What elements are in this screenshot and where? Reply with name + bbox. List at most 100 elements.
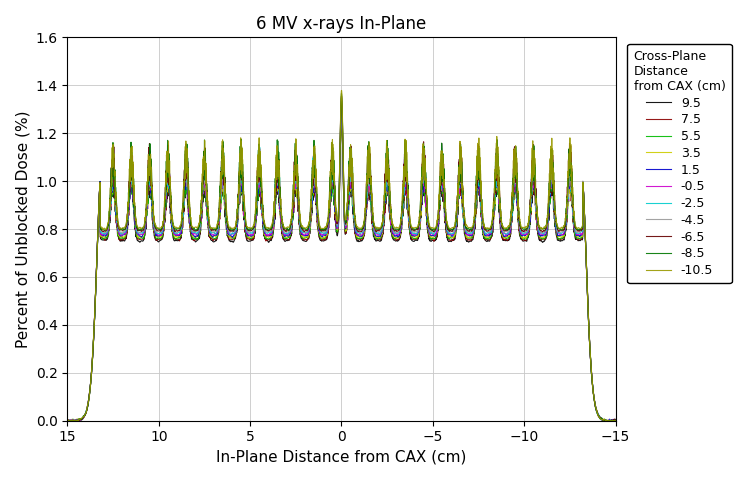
-4.5 — [601, 418, 610, 424]
-6.5 — [297, 224, 306, 230]
-8.5 — [601, 417, 610, 423]
-4.5 — [273, 145, 282, 151]
-2.5 — [611, 418, 620, 424]
5.5 — [297, 233, 306, 239]
-0.5 — [63, 418, 72, 424]
-10.5 — [542, 224, 551, 229]
3.5 — [542, 232, 551, 238]
7.5 — [542, 234, 551, 240]
3.5 — [297, 232, 306, 238]
Line: -2.5: -2.5 — [67, 101, 616, 421]
-6.5 — [542, 226, 551, 231]
5.5 — [125, 186, 134, 192]
-0.5 — [542, 229, 551, 235]
1.5 — [273, 153, 282, 158]
5.5 — [273, 185, 282, 191]
5.5 — [63, 418, 72, 424]
-10.5 — [337, 87, 346, 93]
7.5 — [611, 418, 620, 424]
9.5 — [63, 418, 72, 423]
Y-axis label: Percent of Unblocked Dose (%): Percent of Unblocked Dose (%) — [15, 110, 30, 348]
Line: -0.5: -0.5 — [67, 103, 616, 421]
-4.5 — [158, 226, 167, 231]
Line: 9.5: 9.5 — [67, 116, 616, 421]
3.5 — [601, 418, 610, 423]
-10.5 — [125, 165, 134, 170]
-10.5 — [158, 223, 167, 228]
Line: -6.5: -6.5 — [67, 96, 616, 421]
1.5 — [125, 193, 134, 199]
7.5 — [158, 232, 167, 238]
-0.5 — [273, 153, 282, 159]
-6.5 — [158, 224, 167, 229]
9.5 — [297, 235, 306, 241]
9.5 — [601, 418, 610, 424]
-10.5 — [601, 418, 610, 423]
-6.5 — [601, 418, 610, 424]
-2.5 — [601, 417, 610, 423]
-6.5 — [63, 418, 72, 423]
9.5 — [273, 161, 282, 167]
-2.5 — [273, 156, 282, 162]
-2.5 — [158, 227, 167, 233]
-0.5 — [611, 418, 620, 424]
-6.5 — [64, 418, 73, 424]
5.5 — [601, 418, 610, 423]
Line: 5.5: 5.5 — [67, 111, 616, 421]
-10.5 — [611, 418, 620, 424]
Title: 6 MV x-rays In-Plane: 6 MV x-rays In-Plane — [256, 15, 427, 33]
9.5 — [542, 235, 551, 241]
-8.5 — [611, 417, 620, 423]
-2.5 — [297, 228, 306, 233]
-2.5 — [542, 228, 551, 233]
-10.5 — [273, 172, 282, 178]
7.5 — [601, 418, 610, 423]
-6.5 — [273, 158, 282, 164]
5.5 — [542, 233, 551, 239]
-4.5 — [611, 418, 620, 424]
9.5 — [158, 235, 167, 240]
-0.5 — [158, 228, 167, 233]
1.5 — [611, 417, 620, 422]
5.5 — [611, 418, 620, 424]
3.5 — [125, 195, 134, 201]
-6.5 — [611, 418, 620, 423]
1.5 — [337, 103, 346, 109]
-0.5 — [297, 228, 306, 234]
-6.5 — [125, 157, 134, 163]
-10.5 — [297, 223, 306, 228]
7.5 — [337, 112, 346, 118]
-4.5 — [337, 95, 346, 101]
Line: 7.5: 7.5 — [67, 115, 616, 421]
1.5 — [542, 232, 551, 238]
-8.5 — [63, 418, 72, 423]
-4.5 — [297, 225, 306, 230]
-8.5 — [297, 224, 306, 229]
Line: 1.5: 1.5 — [67, 106, 616, 421]
3.5 — [337, 106, 346, 112]
7.5 — [125, 173, 134, 179]
-4.5 — [63, 418, 72, 424]
1.5 — [601, 417, 610, 422]
9.5 — [63, 418, 72, 424]
-6.5 — [337, 93, 346, 99]
-10.5 — [63, 417, 72, 423]
7.5 — [63, 418, 72, 424]
5.5 — [158, 233, 167, 239]
7.5 — [273, 171, 282, 177]
3.5 — [63, 418, 72, 424]
3.5 — [273, 179, 282, 184]
Line: 3.5: 3.5 — [67, 109, 616, 421]
Line: -4.5: -4.5 — [67, 98, 616, 421]
9.5 — [611, 418, 620, 424]
9.5 — [125, 181, 134, 187]
-8.5 — [158, 222, 167, 228]
-4.5 — [125, 176, 134, 181]
-0.5 — [601, 418, 610, 423]
Legend: 9.5, 7.5, 5.5, 3.5, 1.5, -0.5, -2.5, -4.5, -6.5, -8.5, -10.5: 9.5, 7.5, 5.5, 3.5, 1.5, -0.5, -2.5, -4.… — [627, 44, 732, 283]
-0.5 — [125, 177, 134, 183]
-8.5 — [63, 418, 72, 424]
7.5 — [63, 418, 72, 423]
-8.5 — [273, 138, 282, 144]
-4.5 — [542, 226, 551, 231]
